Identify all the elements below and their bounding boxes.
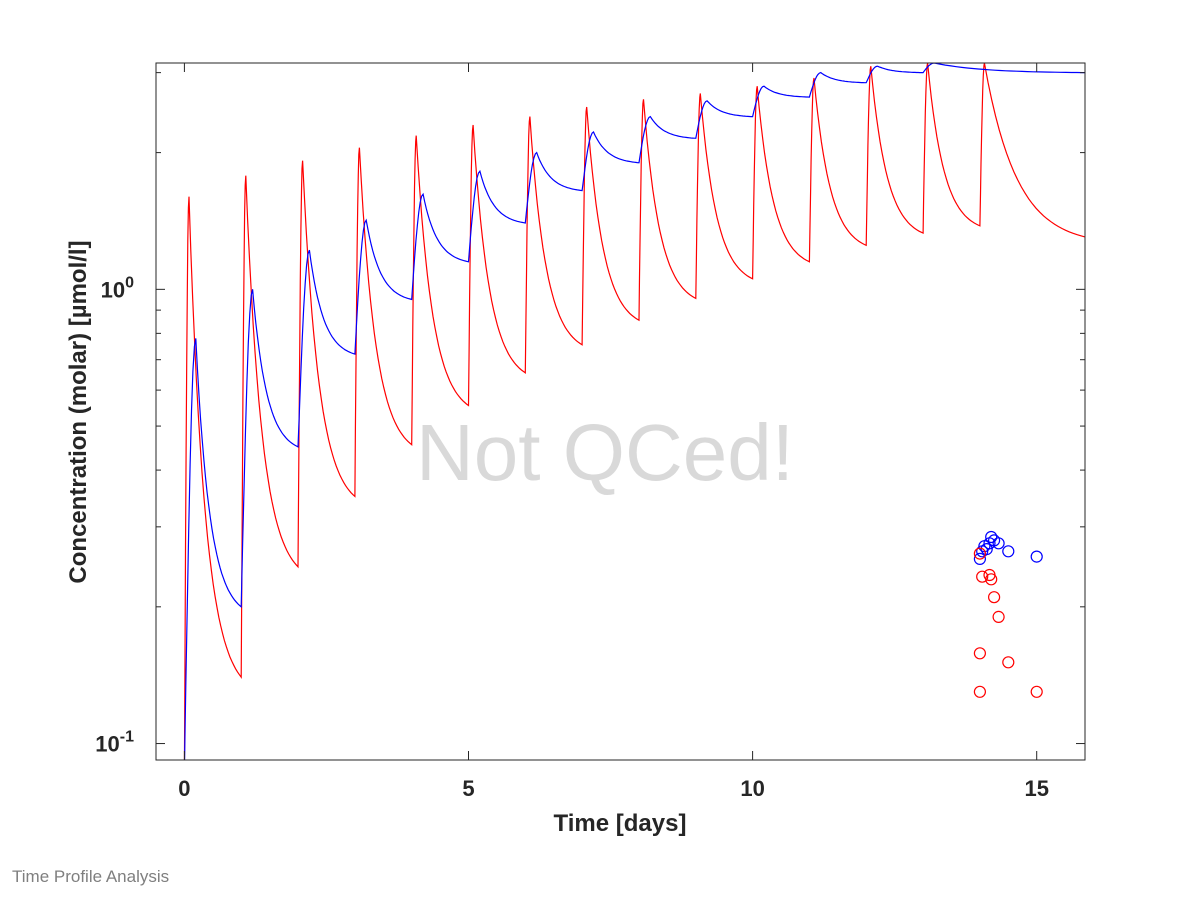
- y-axis-label: Concentration (molar) [µmol/l]: [65, 240, 92, 583]
- x-tick-label: 10: [740, 776, 764, 801]
- plot-frame: [155, 62, 1086, 761]
- scatter-point-2-3: [980, 542, 993, 556]
- scatter-point-2-5: [985, 530, 998, 544]
- scatter-point-3-4: [987, 591, 1001, 604]
- x-tick-label: 5: [462, 776, 474, 801]
- y-tick-label: 100: [101, 274, 134, 302]
- series-line-0: [183, 63, 1085, 760]
- scatter-point-3-6: [973, 647, 987, 660]
- series-line-1: [183, 63, 1085, 760]
- series-layer: [183, 63, 1085, 760]
- watermark-text: Not QCed!: [416, 408, 794, 497]
- y-tick-label: 10-1: [95, 729, 134, 757]
- scatter-point-2-7: [992, 537, 1005, 550]
- scatter-point-3-8: [973, 685, 987, 698]
- x-axis-label: Time [days]: [554, 810, 687, 837]
- footer-caption: Time Profile Analysis: [12, 867, 170, 886]
- scatter-point-3-3: [985, 573, 998, 586]
- scatter-point-3-1: [976, 570, 989, 583]
- x-tick-label: 0: [178, 776, 190, 801]
- plot-area: [156, 63, 1085, 760]
- scatter-point-3-7: [1002, 656, 1015, 669]
- x-tick-label: 15: [1024, 776, 1048, 801]
- ticks-layer: 0 5 10 15 10-1 100: [95, 63, 1085, 801]
- scatter-point-3-9: [1030, 685, 1043, 698]
- scatter-point-2-8: [1002, 545, 1015, 558]
- scatter-point-3-0: [973, 547, 987, 560]
- scatter-point-2-9: [1030, 550, 1043, 563]
- scatter-point-3-5: [992, 610, 1005, 624]
- scatter-point-2-0: [973, 552, 987, 566]
